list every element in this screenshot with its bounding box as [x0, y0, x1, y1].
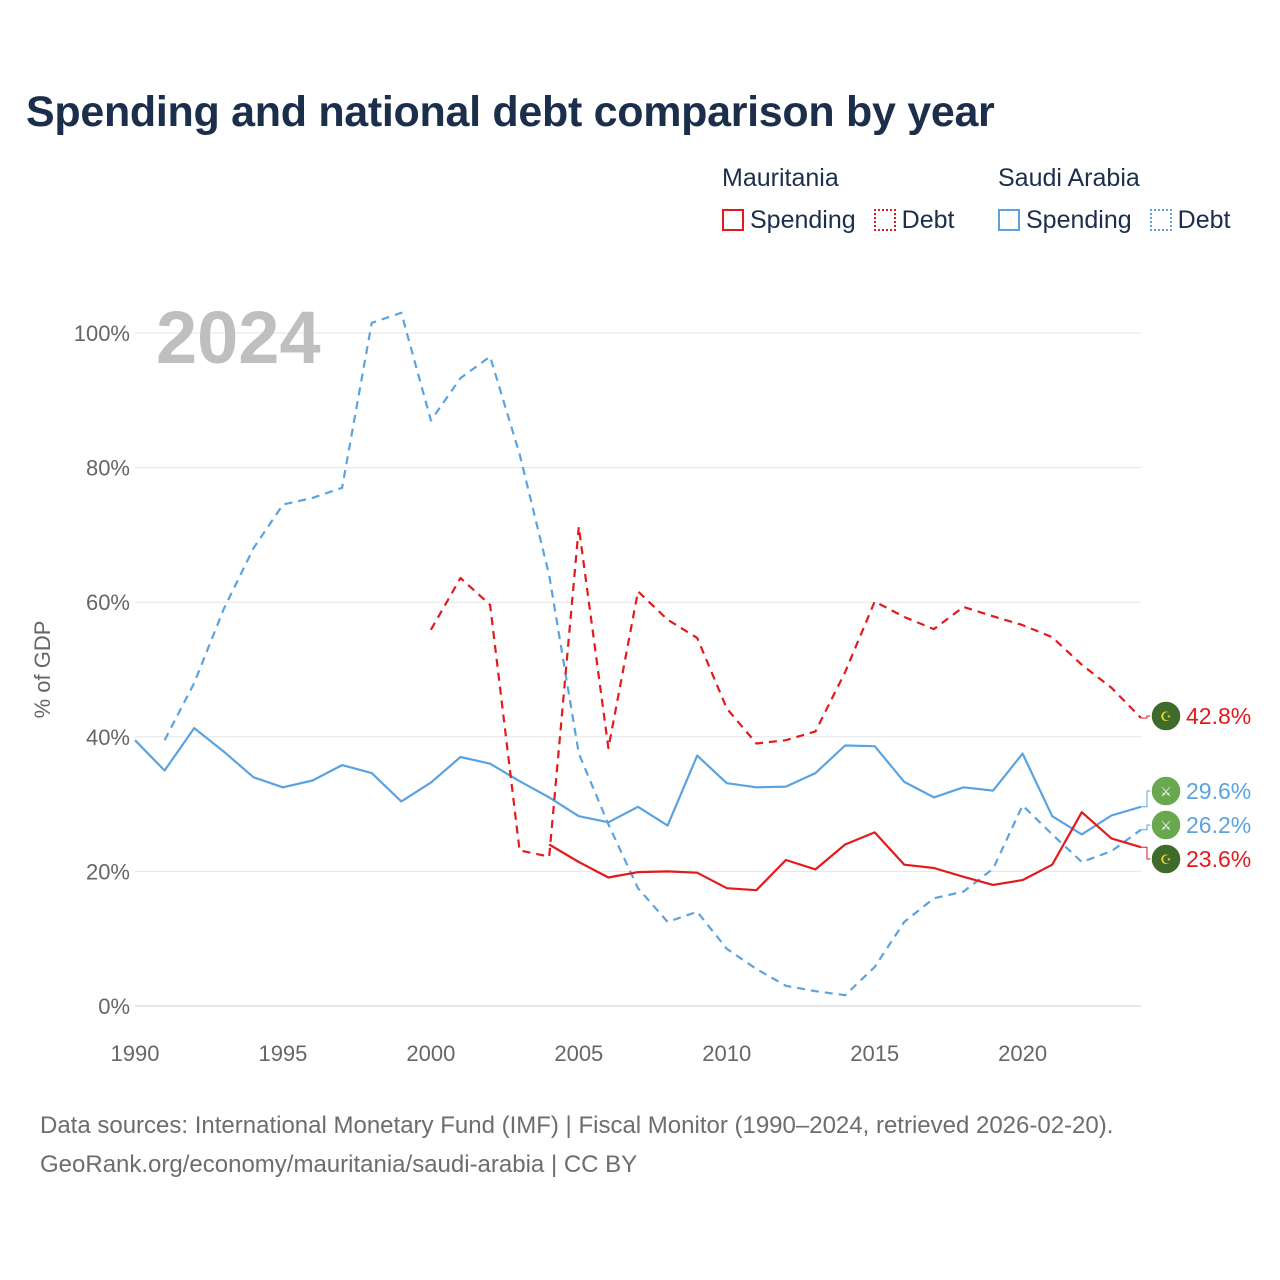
end-label-connector	[1141, 790, 1152, 808]
x-tick-label: 2015	[850, 1041, 899, 1066]
legend-item-mauritania-spending[interactable]: Spending	[722, 204, 856, 236]
y-tick-label: 100%	[74, 321, 130, 346]
y-tick-label: 0%	[98, 994, 130, 1019]
x-tick-label: 2010	[702, 1041, 751, 1066]
series-line-mauritania-debt	[429, 525, 1142, 858]
saudi-arabia-flag-icon	[1150, 809, 1182, 841]
crescent-star-icon: ☪	[1160, 852, 1172, 867]
source-link[interactable]: GeoRank.org/economy/mauritania/saudi-ara…	[40, 1151, 638, 1178]
script-emblem-icon: ⚔	[1160, 784, 1172, 799]
end-label-connector	[1141, 846, 1152, 860]
legend-item-label: Spending	[1026, 205, 1132, 234]
mauritania-flag-icon	[1150, 700, 1182, 732]
x-tick-label: 1990	[111, 1041, 160, 1066]
end-label-connector	[1141, 715, 1152, 719]
y-axis-label: % of GDP	[30, 621, 55, 719]
legend-swatch-dotted	[873, 209, 896, 231]
legend-item-mauritania-debt[interactable]: Debt	[873, 204, 955, 236]
x-tick-label: 2000	[406, 1041, 455, 1066]
legend-swatch-dotted	[1149, 209, 1172, 231]
mauritania-flag-icon	[1150, 843, 1182, 875]
y-tick-label: 20%	[86, 859, 130, 884]
script-emblem-icon: ⚔	[1160, 818, 1172, 833]
x-tick-label: 2005	[554, 1041, 603, 1066]
legend-group-label: Saudi Arabia	[998, 164, 1140, 192]
series-line-mauritania-spending	[548, 811, 1142, 892]
legend-group-saudi-arabia: Saudi Arabia Spending Debt	[998, 162, 1230, 236]
legend-group-mauritania: Mauritania Spending Debt	[722, 162, 954, 236]
y-tick-label: 80%	[86, 456, 130, 481]
legend-item-label: Spending	[750, 205, 856, 234]
crescent-star-icon: ☪	[1160, 709, 1172, 724]
saudi-arabia-flag-icon	[1150, 775, 1182, 807]
x-tick-label: 2020	[998, 1041, 1047, 1066]
legend-group-label: Mauritania	[722, 164, 839, 192]
legend-item-saudi-spending[interactable]: Spending	[998, 204, 1132, 236]
legend-item-label: Debt	[901, 205, 955, 234]
data-sources-text: Data sources: International Monetary Fun…	[40, 1112, 1114, 1139]
footer: Data sources: International Monetary Fun…	[40, 1106, 1113, 1184]
chart-title: Spending and national debt comparison by…	[26, 88, 995, 136]
end-value-label: 42.8%	[1186, 703, 1251, 729]
series-line-saudi-arabia-spending	[134, 726, 1142, 836]
series-line-saudi-arabia-debt	[163, 311, 1142, 997]
legend-item-saudi-debt[interactable]: Debt	[1149, 204, 1231, 236]
y-tick-label: 60%	[86, 590, 130, 615]
legend-swatch-solid	[722, 209, 744, 231]
end-label-connector	[1141, 824, 1152, 831]
y-tick-label: 40%	[86, 725, 130, 750]
end-value-label: 29.6%	[1186, 778, 1251, 804]
legend-swatch-solid	[998, 209, 1020, 231]
x-tick-label: 1995	[258, 1041, 307, 1066]
end-value-label: 23.6%	[1186, 846, 1251, 872]
end-value-label: 26.2%	[1186, 812, 1251, 838]
legend-item-label: Debt	[1177, 205, 1231, 234]
line-chart: 0% 20% 40% 60% 80% 100% 1990 1995 2000 2005 2010 20…	[30, 296, 1251, 1066]
year-watermark: 2024	[156, 296, 321, 379]
